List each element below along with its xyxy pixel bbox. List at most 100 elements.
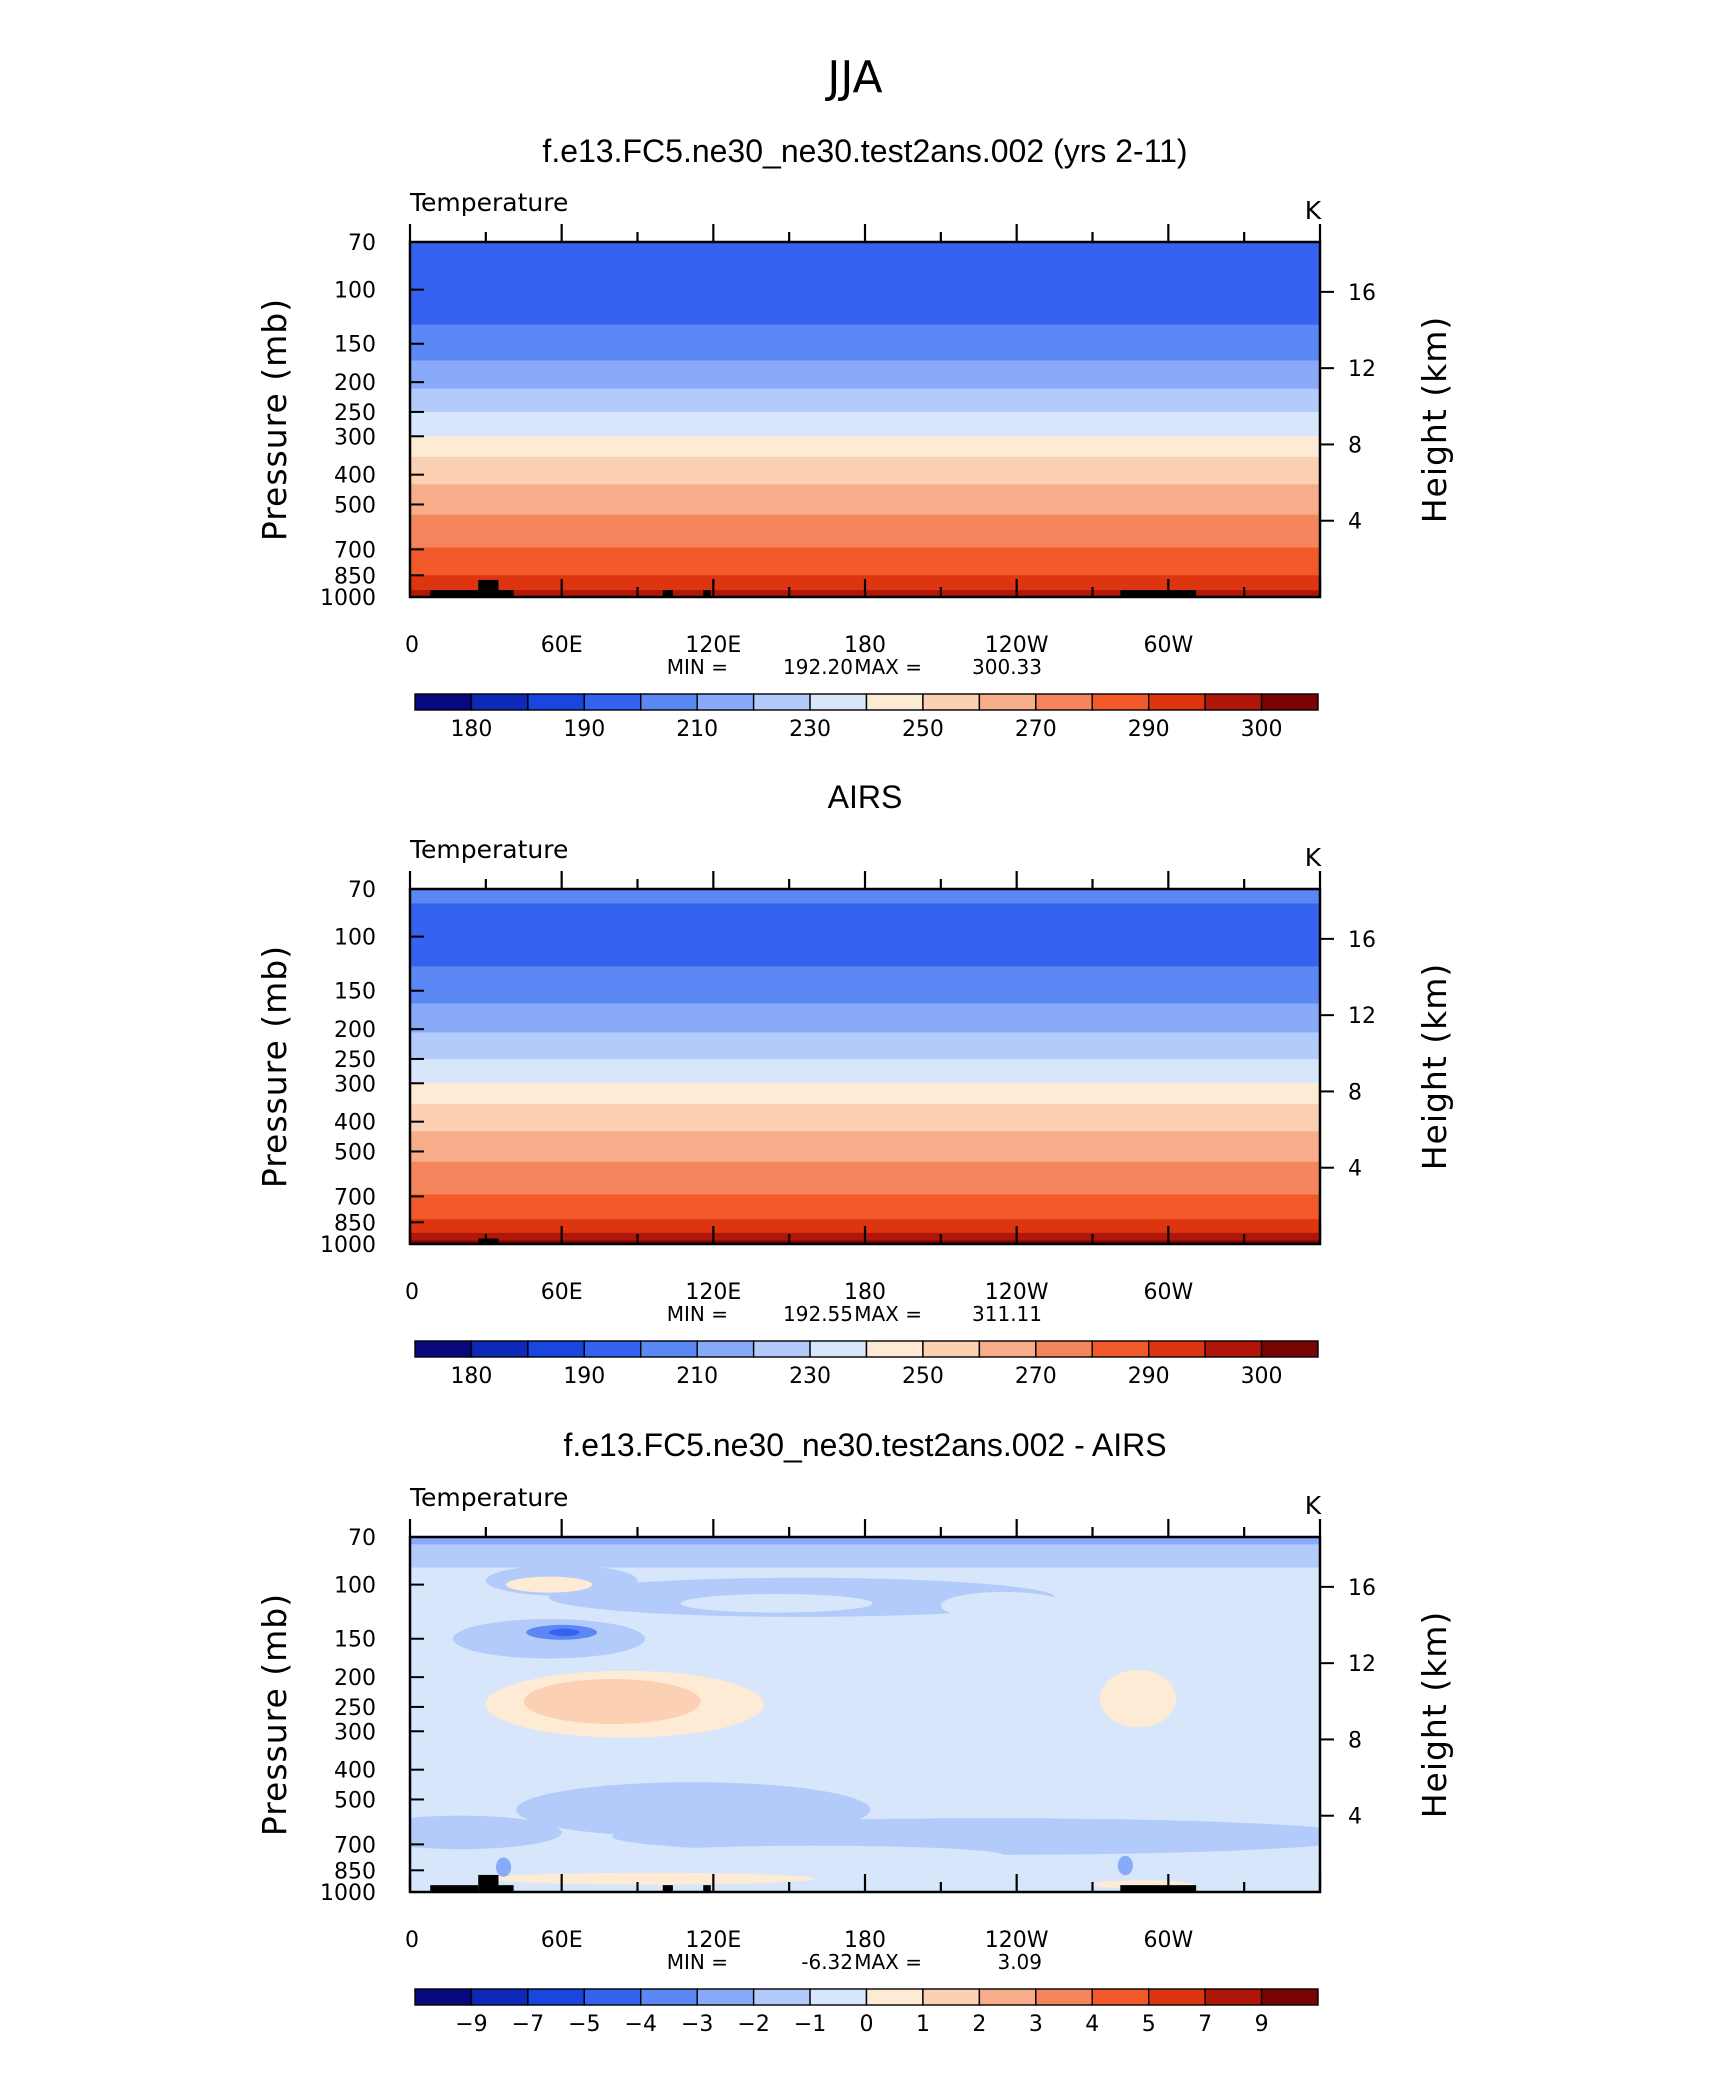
y-tick-label: 500 xyxy=(334,1788,376,1813)
contour-band xyxy=(410,547,1320,576)
topography-mask xyxy=(478,1238,499,1244)
colorbar-swatch xyxy=(865,693,924,711)
x-tick-label: 120E xyxy=(685,633,741,658)
topography-mask xyxy=(498,590,514,597)
colorbar-swatch xyxy=(865,1340,924,1358)
colorbar-label: 0 xyxy=(860,2012,874,2037)
panel-3: f.e13.FC5.ne30_ne30.test2ans.002 - AIRS T… xyxy=(255,1427,1454,2037)
contour-band xyxy=(410,1161,1320,1196)
colorbar-label: 270 xyxy=(1015,717,1057,742)
panel-title: f.e13.FC5.ne30_ne30.test2ans.002 - AIRS xyxy=(563,1427,1166,1463)
y-tick-label: 700 xyxy=(334,1833,376,1858)
right-tick-label: 16 xyxy=(1348,1576,1376,1601)
right-tick-label: 8 xyxy=(1348,1080,1362,1105)
colorbar-label: 190 xyxy=(563,717,605,742)
colorbar-swatch xyxy=(1260,1340,1319,1358)
y-tick-label: 300 xyxy=(334,1720,376,1745)
y-tick-label: 300 xyxy=(334,1072,376,1097)
x-tick-label: 120W xyxy=(985,1280,1049,1305)
variable-label: Temperature xyxy=(409,835,568,864)
y-tick-label: 150 xyxy=(334,333,376,358)
colorbar: −9 −7 −5 −4 −3 −2 −1 0 1 2 3 4 5 7 9 xyxy=(414,1988,1319,2037)
right-tick-label: 4 xyxy=(1348,1157,1362,1182)
max-value: 311.11 xyxy=(972,1302,1042,1326)
colorbar-label: 180 xyxy=(450,717,492,742)
max-label: MAX = xyxy=(854,1302,922,1326)
min-value: 192.20 xyxy=(783,655,853,679)
contour-band xyxy=(410,242,1320,306)
colorbar-label: −3 xyxy=(681,2012,713,2037)
y-tick-label: 400 xyxy=(334,1111,376,1136)
topography-mask xyxy=(662,1885,673,1892)
y-axis-title: Pressure (mb) xyxy=(255,298,294,541)
colorbar-swatch xyxy=(922,1988,981,2006)
contour-band xyxy=(410,324,1320,362)
y-tick-label: 850 xyxy=(334,564,376,589)
colorbar-swatch xyxy=(809,1988,868,2006)
colorbar-label: 250 xyxy=(902,1364,944,1389)
y-tick-label: 400 xyxy=(334,464,376,489)
colorbar-swatch xyxy=(1204,1988,1263,2006)
y-tick-label: 700 xyxy=(334,538,376,563)
colorbar-swatch xyxy=(414,693,473,711)
y-tick-label: 1000 xyxy=(320,1233,376,1258)
topography-mask xyxy=(1120,590,1197,597)
contour-band xyxy=(410,436,1320,458)
units-label: K xyxy=(1305,196,1322,225)
colorbar-label: 300 xyxy=(1241,717,1283,742)
right-tick-label: 16 xyxy=(1348,928,1376,953)
x-tick-label: 180 xyxy=(844,1928,886,1953)
colorbar-label: 250 xyxy=(902,717,944,742)
colorbar-swatch xyxy=(809,1340,868,1358)
contour-region xyxy=(506,1576,592,1593)
min-value: -6.32 xyxy=(801,1950,853,1974)
contour-region xyxy=(624,1845,1005,1866)
contour-band xyxy=(410,1032,1320,1060)
colorbar: 180 190 210 230 250 270 290 300 xyxy=(414,693,1319,742)
contour-band xyxy=(410,484,1320,516)
contour-region xyxy=(549,1628,580,1637)
y-tick-label: 70 xyxy=(348,878,376,903)
contour-region xyxy=(940,1591,1068,1620)
x-tick-label: 60W xyxy=(1143,633,1193,658)
colorbar-swatch xyxy=(583,693,642,711)
colorbar-swatch xyxy=(752,1988,811,2006)
colorbar-label: −7 xyxy=(512,2012,544,2037)
colorbar-swatch xyxy=(809,693,868,711)
colorbar-swatch xyxy=(1147,693,1206,711)
x-tick-label: 60E xyxy=(541,633,583,658)
colorbar-label: 290 xyxy=(1128,1364,1170,1389)
y-axis-title-right: Height (km) xyxy=(1415,963,1454,1171)
colorbar-swatch xyxy=(978,1340,1037,1358)
topography-mask xyxy=(1120,1885,1197,1892)
colorbar-label: 210 xyxy=(676,717,718,742)
x-tick-label: 60W xyxy=(1143,1280,1193,1305)
topography-mask xyxy=(478,1874,499,1892)
y-tick-label: 250 xyxy=(334,1696,376,1721)
colorbar-swatch xyxy=(1260,1988,1319,2006)
colorbar-swatch xyxy=(527,1340,586,1358)
y-tick-label: 100 xyxy=(334,926,376,951)
colorbar-label: 190 xyxy=(563,1364,605,1389)
y-tick-label: 200 xyxy=(334,371,376,396)
x-tick-label: 120W xyxy=(985,1928,1049,1953)
x-tick-label: 0 xyxy=(405,633,419,658)
y-tick-label: 850 xyxy=(334,1211,376,1236)
topography-mask xyxy=(430,590,479,597)
topography-mask xyxy=(703,590,711,597)
units-label: K xyxy=(1305,843,1322,872)
x-tick-label: 120E xyxy=(685,1280,741,1305)
right-tick-label: 8 xyxy=(1348,1728,1362,1753)
colorbar-label: 210 xyxy=(676,1364,718,1389)
colorbar-swatch xyxy=(696,1340,755,1358)
colorbar-swatch xyxy=(1035,1340,1093,1358)
contour-band xyxy=(410,514,1320,549)
max-value: 3.09 xyxy=(997,1950,1042,1974)
colorbar-label: 7 xyxy=(1198,2012,1212,2037)
plot-area xyxy=(410,242,1320,597)
min-label: MIN = xyxy=(667,1302,728,1326)
min-label: MIN = xyxy=(667,1950,728,1974)
colorbar-swatch xyxy=(640,1340,698,1358)
y-tick-label: 1000 xyxy=(320,586,376,611)
